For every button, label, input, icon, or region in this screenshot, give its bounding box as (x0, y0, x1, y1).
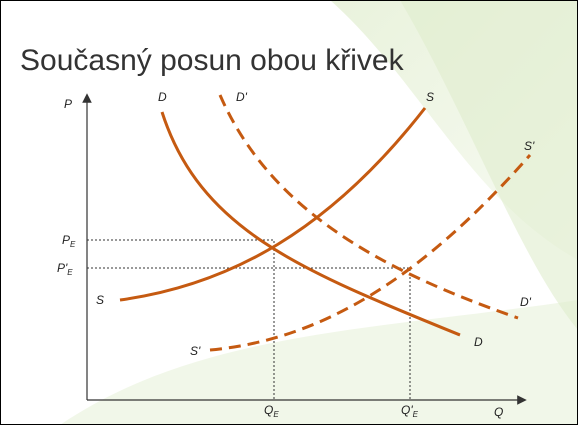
label-sub: E (413, 410, 419, 419)
title: Současný posun obou křivek (20, 44, 405, 77)
curve-label: S (96, 293, 104, 307)
label-base: P (62, 233, 70, 247)
y-axis-label: P (64, 97, 72, 111)
curve-label: D' (520, 295, 532, 309)
curve-label: S' (524, 139, 535, 153)
label-sub: E (70, 240, 76, 249)
label-base: Q' (401, 403, 413, 417)
slide: Současný posun obou křivek P Q D D' S S'… (0, 0, 578, 425)
label-sub: E (273, 410, 279, 419)
curve-label: S (426, 90, 434, 104)
curve-label: S' (190, 344, 201, 358)
label-sub: E (67, 268, 73, 277)
label-base: Q (264, 403, 273, 417)
curve-label: D' (236, 90, 248, 104)
curve-label: D (158, 90, 167, 104)
x-axis-label: Q (494, 405, 503, 419)
curve-label: D (474, 335, 483, 349)
